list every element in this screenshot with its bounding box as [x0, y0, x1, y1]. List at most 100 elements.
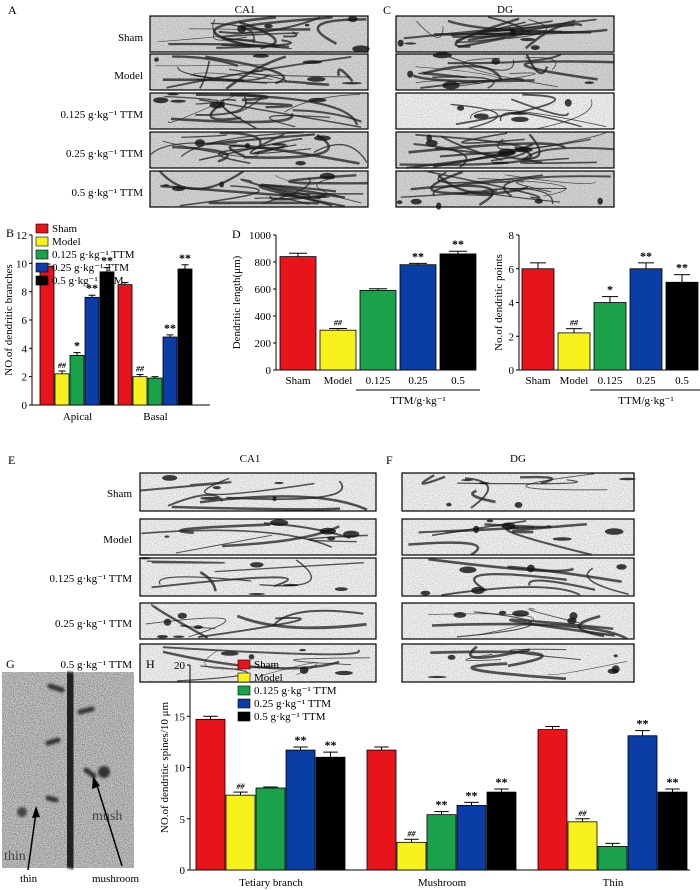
- panel-a-col1-title: CA1: [235, 4, 256, 16]
- bar: [285, 749, 316, 871]
- bar: [359, 289, 397, 371]
- y-tick-label: 8: [22, 287, 28, 299]
- significance-star: **: [667, 775, 679, 789]
- significance-star: **: [466, 788, 478, 802]
- bar: [69, 355, 85, 406]
- bar: [396, 841, 427, 871]
- x-category-label: Mushroom: [418, 877, 467, 889]
- y-tick-label: 2: [22, 372, 28, 384]
- y-tick-label: 0: [180, 865, 186, 877]
- bar: [195, 718, 226, 871]
- bar: [225, 794, 256, 871]
- bar: [177, 268, 193, 406]
- y-tick-label: 6: [509, 264, 515, 276]
- significance-hash: ##: [569, 319, 579, 328]
- legend-swatch: [237, 711, 251, 722]
- bar: [439, 253, 477, 371]
- y-axis-label: NO.of dendritic spines/10 μm: [159, 701, 171, 833]
- x-category-label: Sham: [525, 375, 551, 387]
- legend-swatch: [35, 275, 49, 286]
- micrograph-image: [149, 15, 370, 53]
- bar: [132, 376, 148, 406]
- row-label: Model: [114, 70, 143, 82]
- row-label: 0.5 g·kg⁻¹ TTM: [60, 659, 132, 671]
- legend-swatch: [237, 659, 251, 670]
- bar: [627, 735, 658, 871]
- x-category-label: Model: [324, 375, 353, 387]
- panel-g-mushroom-label: mushroom: [92, 873, 140, 885]
- x-category-label: 0.25: [636, 375, 656, 387]
- bar: [597, 846, 628, 871]
- micrograph-image: [395, 131, 615, 169]
- micrograph-image: [139, 472, 377, 512]
- y-tick-label: 1000: [249, 230, 272, 242]
- legend-label: Model: [52, 236, 81, 248]
- micrograph-image: [401, 472, 636, 512]
- row-label: 0.5 g·kg⁻¹ TTM: [71, 187, 143, 199]
- panel-a-micrographs: [149, 15, 615, 210]
- y-tick-label: 0: [509, 365, 515, 377]
- panel-e-letter: E: [8, 453, 15, 467]
- bar: [557, 332, 591, 371]
- row-label: 0.125 g·kg⁻¹ TTM: [49, 573, 132, 585]
- significance-star: **: [179, 251, 191, 265]
- y-tick-label: 0: [266, 365, 272, 377]
- panel-g-thin-label: thin: [20, 873, 38, 885]
- bar: [426, 814, 457, 871]
- bar: [456, 805, 487, 871]
- bar: [117, 284, 133, 406]
- significance-star: **: [637, 717, 649, 731]
- significance-star: **: [412, 249, 424, 263]
- significance-star: **: [496, 775, 508, 789]
- y-tick-label: 400: [255, 311, 272, 323]
- micrograph-image: [149, 131, 369, 169]
- significance-star: **: [676, 261, 688, 275]
- significance-star: **: [640, 249, 652, 263]
- significance-star: **: [452, 237, 464, 251]
- micrograph-image: [395, 92, 615, 130]
- bar: [665, 281, 699, 371]
- panel-d-length-chart: D 0 200 400 600 800 1000 Dendritic length(μm) Sh…: [231, 227, 480, 407]
- legend-swatch: [237, 672, 251, 683]
- legend-label: 0.5 g·kg⁻¹ TTM: [254, 711, 326, 723]
- micrograph-image: [149, 92, 369, 130]
- y-tick-label: 15: [174, 711, 186, 723]
- bar: [319, 329, 357, 371]
- significance-star: **: [295, 733, 307, 747]
- significance-hash: ##: [57, 361, 67, 370]
- x-category-label: 0.5: [451, 375, 465, 387]
- micrograph-image: [139, 518, 377, 556]
- x-category-label: Thin: [603, 877, 624, 889]
- panel-e-row-labels: Sham Model 0.125 g·kg⁻¹ TTM 0.25 g·kg⁻¹ TTM…: [49, 488, 132, 671]
- significance-star: **: [164, 321, 176, 335]
- y-tick-label: 600: [255, 284, 272, 296]
- panel-d-points-chart: 0 2 4 6 8 No.of dendritic points Sham ## Model * 0…: [493, 230, 700, 407]
- row-label: Sham: [107, 488, 133, 500]
- x-category-label: 0.5: [675, 375, 689, 387]
- legend-label: 0.5 g·kg⁻¹ TTM: [52, 275, 124, 287]
- micrograph-image: [149, 170, 369, 208]
- panel-h-letter: H: [146, 657, 155, 671]
- row-label: 0.25 g·kg⁻¹ TTM: [55, 618, 132, 630]
- micrograph-image: [401, 518, 635, 556]
- row-label: Sham: [118, 32, 144, 44]
- y-tick-label: 10: [174, 763, 186, 775]
- bar: [567, 821, 598, 871]
- x-category-label: Sham: [285, 375, 311, 387]
- panel-b-letter: B: [6, 226, 14, 240]
- panel-f-letter: F: [386, 453, 393, 467]
- bar: [657, 791, 688, 871]
- legend-swatch: [35, 249, 49, 260]
- row-label: 0.125 g·kg⁻¹ TTM: [60, 109, 143, 121]
- y-tick-label: 2: [509, 331, 515, 343]
- panel-e-col1-title: CA1: [240, 453, 261, 465]
- significance-star: *: [74, 339, 80, 353]
- x-category-label: Basal: [143, 411, 167, 423]
- x-group-label: TTM/g·kg⁻¹: [390, 395, 446, 407]
- significance-hash: ##: [236, 782, 246, 791]
- y-tick-label: 200: [255, 338, 272, 350]
- bar: [162, 336, 178, 406]
- y-tick-label: 20: [174, 660, 186, 672]
